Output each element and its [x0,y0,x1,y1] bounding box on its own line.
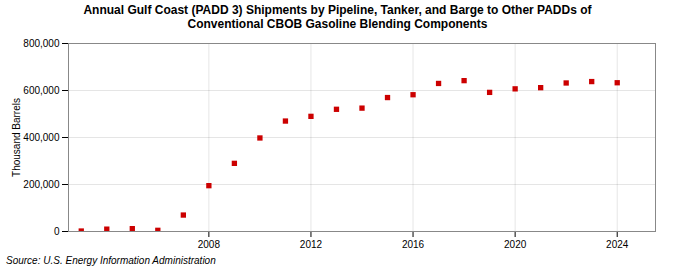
svg-text:2008: 2008 [198,239,221,250]
svg-text:2024: 2024 [606,239,629,250]
svg-text:2020: 2020 [504,239,527,250]
svg-text:800,000: 800,000 [23,38,60,49]
svg-text:2016: 2016 [402,239,425,250]
svg-text:200,000: 200,000 [23,179,60,190]
svg-text:Thousand Barrels: Thousand Barrels [11,98,22,177]
svg-text:400,000: 400,000 [23,132,60,143]
html-text:Source: U.S. Energy Informatio: Source: U.S. Energy Information Administ… [6,255,216,266]
svg-text:0: 0 [54,226,60,237]
svg-text:2012: 2012 [300,239,323,250]
html-text:Annual Gulf Coast (PADD 3) Shi: Annual Gulf Coast (PADD 3) Shipments by … [83,3,592,31]
svg-text:600,000: 600,000 [23,85,60,96]
